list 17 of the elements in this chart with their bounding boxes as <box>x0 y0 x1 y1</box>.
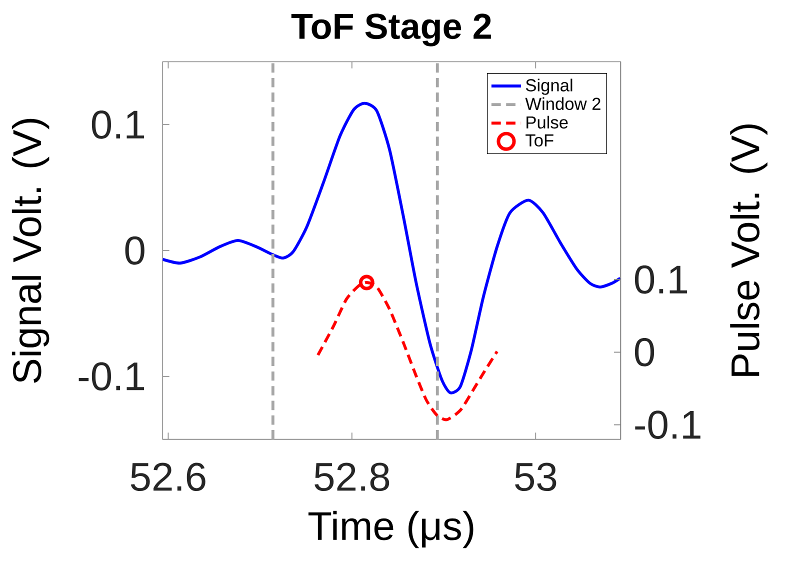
y2-axis-title: Pulse Volt. (V) <box>730 124 768 376</box>
chart-title: ToF Stage 2 <box>291 14 491 46</box>
y-tick-label: 0.1 <box>92 110 144 139</box>
legend-label: Signal <box>526 78 572 95</box>
x-tick-label: 53 <box>515 462 556 492</box>
y2-tick-label: 0 <box>634 338 654 366</box>
y2-tick-label: -0.1 <box>635 410 700 439</box>
x-axis-title: Time (μs) <box>308 510 474 548</box>
legend-label: ToF <box>526 134 554 146</box>
y-tick-label: 0 <box>125 236 144 265</box>
x-tick-label: 52.8 <box>314 462 390 492</box>
y-axis-title: Signal Volt. (V) <box>12 118 50 383</box>
legend-label: Pulse <box>526 116 568 129</box>
y-tick-label: -0.1 <box>78 362 144 391</box>
y2-tick-label: 0.1 <box>634 265 688 294</box>
legend-label: Window 2 <box>525 97 600 110</box>
x-tick-label: 52.6 <box>130 462 206 492</box>
